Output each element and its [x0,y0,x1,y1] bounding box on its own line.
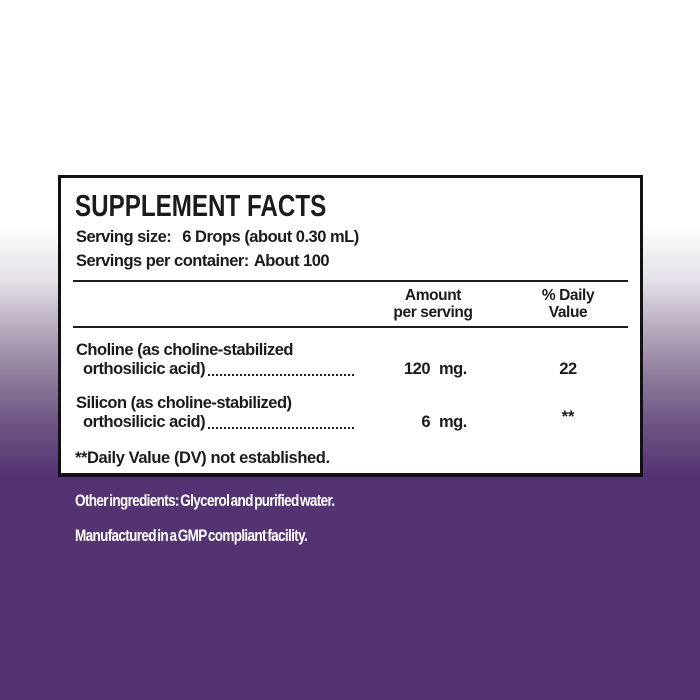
header-spacer [73,287,358,321]
table-header-row: Amount per serving % Daily Value [73,287,628,321]
header-amount-line1: Amount [404,287,462,304]
servings-per-container-value: About 100 [253,252,330,270]
serving-size-label: Serving size: [76,228,172,246]
amount-cell: 120 mg. [358,360,508,379]
amount-number: 6 [421,413,430,431]
ingredient-name-line1: Silicon (as choline-stabilized) [76,394,292,412]
header-amount-line2: per serving [393,304,473,321]
amount-unit: mg. [439,360,467,378]
manufactured-text: Manufactured in a GMP compliant facility… [75,527,358,546]
daily-value-footnote: **Daily Value (DV) not established. [75,449,330,467]
ingredient-value-line: orthosilicic acid) 6 mg. ** [73,408,628,432]
supplement-facts-panel: SUPPLEMENT FACTS Serving size: 6 Drops (a… [58,175,643,477]
amount-unit: mg. [439,413,467,431]
amount-cell: 6 mg. [358,413,508,432]
serving-size-line: Serving size: 6 Drops (about 0.30 mL) [76,226,628,248]
servings-per-container-label: Servings per container: [76,252,249,270]
ingredient-name-line2: orthosilicic acid) [83,413,206,431]
divider-top [73,280,628,282]
daily-value-cell: 22 [559,360,577,378]
daily-value-cell: ** [508,408,628,432]
manufactured-text-inner: Manufactured in a GMP compliant facility… [75,527,308,545]
daily-value-not-established-marker: ** [561,408,575,426]
ingredient-row-silicon: Silicon (as choline-stabilized) orthosil… [73,394,628,432]
ingredient-name-line1: Choline (as choline-stabilized [76,341,293,359]
ingredient-row-choline: Choline (as choline-stabilized orthosili… [73,341,628,379]
dotted-leader [208,374,354,376]
other-ingredients-text: Other ingredients: Glycerol and purified… [75,492,391,511]
ingredient-name-line2: orthosilicic acid) [83,360,206,378]
header-daily-value-line1: % Daily [541,287,595,304]
ingredient-value-line: orthosilicic acid) 120 mg. 22 [73,360,628,379]
panel-title: SUPPLEMENT FACTS [75,188,628,224]
header-daily-value-line2: Value [548,304,588,321]
divider-header [73,326,628,328]
servings-per-container-line: Servings per container: About 100 [76,250,628,272]
panel-title-text: SUPPLEMENT FACTS [75,188,327,223]
other-ingredients-text-inner: Other ingredients: Glycerol and purified… [75,492,335,510]
header-amount: Amount per serving [358,287,508,321]
amount-number: 120 [403,360,431,378]
header-daily-value: % Daily Value [508,287,628,321]
dotted-leader [208,427,354,429]
serving-size-value: 6 Drops (about 0.30 mL) [182,228,359,246]
